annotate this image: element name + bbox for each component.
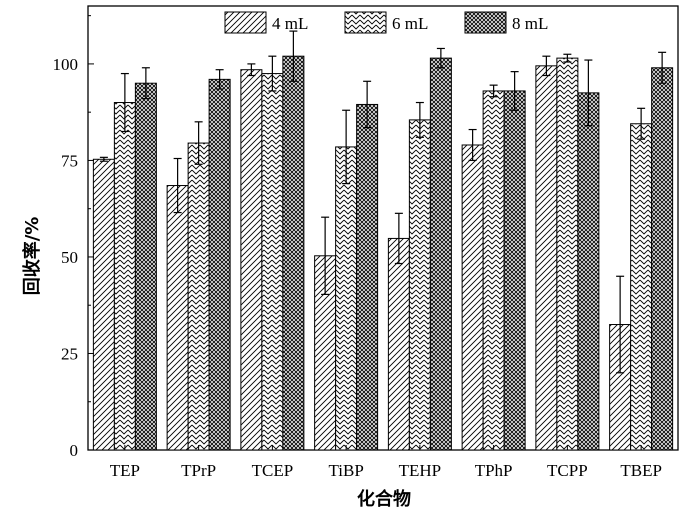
error-bar-tphp-s3 — [510, 71, 519, 111]
bar-tprp-s1 — [166, 185, 189, 451]
bar-tphp-s3 — [503, 90, 526, 451]
bar-tprp-s2 — [187, 142, 210, 451]
error-bar-tbep-s3 — [658, 51, 667, 84]
legend-swatch-4ml — [224, 11, 267, 34]
bars-layer — [92, 55, 674, 451]
bar-tcpp-s1 — [535, 65, 558, 451]
error-bar-tbep-s1 — [616, 275, 625, 374]
legend: 4 mL 6 mL 8 mL — [224, 11, 548, 34]
bar-tcpp-s3 — [577, 92, 600, 451]
error-bar-tep-s2 — [120, 72, 129, 133]
y-axis-title: 回收率/% — [21, 217, 43, 296]
error-bar-tehp-s3 — [436, 47, 445, 69]
error-bar-tibp-s1 — [321, 216, 330, 296]
error-bar-tbep-s2 — [637, 107, 646, 140]
error-bar-tcpp-s2 — [563, 53, 572, 63]
error-bar-tcep-s1 — [247, 63, 256, 77]
bar-tibp-s3 — [356, 103, 379, 451]
x-tick-label-tehp: TEHP — [399, 461, 442, 480]
x-tick-label-tcpp: TCPP — [547, 461, 588, 480]
error-bar-tcpp-s1 — [542, 55, 551, 77]
error-bar-tcpp-s3 — [584, 59, 593, 127]
x-tick-label-tprp: TPrP — [181, 461, 216, 480]
x-tick-label-tep: TEP — [110, 461, 140, 480]
error-bar-tep-s1 — [99, 156, 108, 162]
error-bar-tehp-s2 — [415, 101, 424, 138]
y-tick-label-100: 100 — [53, 55, 79, 74]
x-tick-label-tcep: TCEP — [252, 461, 294, 480]
bar-tehp-s1 — [387, 237, 410, 451]
bar-tep-s2 — [113, 102, 136, 451]
bar-tehp-s2 — [408, 119, 431, 451]
bar-tprp-s3 — [208, 78, 231, 451]
error-bar-tibp-s2 — [342, 109, 351, 185]
bar-tbep-s2 — [630, 123, 653, 451]
error-bar-tep-s3 — [141, 67, 150, 100]
error-bar-tphp-s2 — [489, 84, 498, 98]
error-bars-layer — [99, 30, 667, 374]
bar-tcep-s3 — [282, 55, 305, 451]
error-bar-tphp-s1 — [468, 128, 477, 162]
x-axis-title: 化合物 — [357, 488, 411, 510]
error-bar-tcep-s3 — [289, 30, 298, 82]
x-axis: TEP TPrP TCEP TiBP TEHP TPhP TCPP TBEP — [110, 445, 662, 480]
bar-tcep-s2 — [261, 73, 284, 451]
error-bar-tprp-s3 — [215, 69, 224, 90]
legend-swatch-6ml — [344, 11, 387, 34]
error-bar-tprp-s2 — [194, 121, 203, 165]
y-tick-label-75: 75 — [61, 151, 78, 170]
legend-swatch-8ml — [464, 11, 507, 34]
legend-label-4ml: 4 mL — [272, 14, 308, 33]
y-tick-label-50: 50 — [61, 248, 78, 267]
y-tick-label-25: 25 — [61, 344, 78, 363]
error-bar-tibp-s3 — [363, 80, 372, 129]
bar-tcpp-s2 — [556, 57, 579, 451]
error-bar-tprp-s1 — [173, 157, 182, 214]
y-axis: 0 25 50 75 100 — [53, 15, 94, 460]
bar-tphp-s2 — [482, 90, 505, 451]
error-bar-tehp-s1 — [394, 212, 403, 265]
bar-tep-s3 — [134, 82, 157, 451]
y-tick-label-0: 0 — [70, 441, 79, 460]
plot-frame — [87, 5, 679, 451]
error-bar-tcep-s2 — [268, 55, 277, 92]
bar-tep-s1 — [92, 158, 115, 451]
bar-tbep-s3 — [651, 67, 674, 451]
bar-tphp-s1 — [461, 144, 484, 451]
x-tick-label-tbep: TBEP — [620, 461, 662, 480]
legend-label-6ml: 6 mL — [392, 14, 428, 33]
bar-tehp-s3 — [429, 57, 452, 451]
x-tick-label-tibp: TiBP — [328, 461, 363, 480]
bar-tcep-s1 — [240, 69, 263, 451]
x-tick-label-tphp: TPhP — [475, 461, 513, 480]
bar-tibp-s2 — [335, 146, 358, 451]
legend-label-8ml: 8 mL — [512, 14, 548, 33]
